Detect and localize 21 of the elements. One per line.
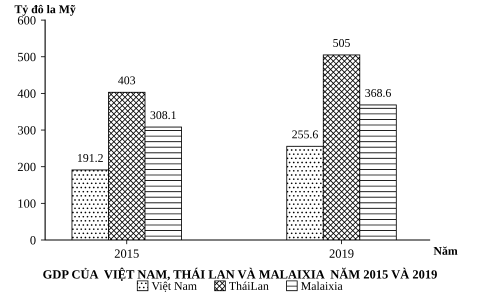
data-label: 308.1 — [150, 111, 176, 120]
y-tick-label: 200 — [18, 162, 36, 172]
y-axis-title: Tỷ đô la Mỹ — [14, 4, 76, 16]
legend-label: TháiLan — [229, 282, 269, 290]
y-tick-label: 500 — [18, 52, 36, 62]
text: GDP CỦA VIỆT NAM, THÁI LAN VÀ MALAIXIA NĂM 2015 VÀ 2019 — [43, 268, 437, 281]
y-tick-label: 600 — [18, 16, 36, 25]
x-tick-label: 2019 — [330, 249, 354, 258]
data-label: 505 — [333, 38, 350, 47]
legend-label: Việt Nam — [152, 282, 197, 292]
data-label: 191.2 — [78, 154, 103, 162]
y-tick-label: 0 — [30, 236, 36, 244]
x-tick-label: 2015 — [114, 249, 139, 258]
y-tick-label: 400 — [18, 89, 36, 98]
y-tick-label: 300 — [18, 126, 36, 135]
data-label: 255.6 — [292, 130, 318, 138]
data-label: 403 — [118, 76, 136, 84]
data-label: 368.6 — [365, 88, 391, 98]
y-tick-label: 100 — [18, 199, 36, 208]
x-axis-title: Năm — [434, 246, 458, 255]
legend-label: Malaixia — [301, 282, 343, 290]
